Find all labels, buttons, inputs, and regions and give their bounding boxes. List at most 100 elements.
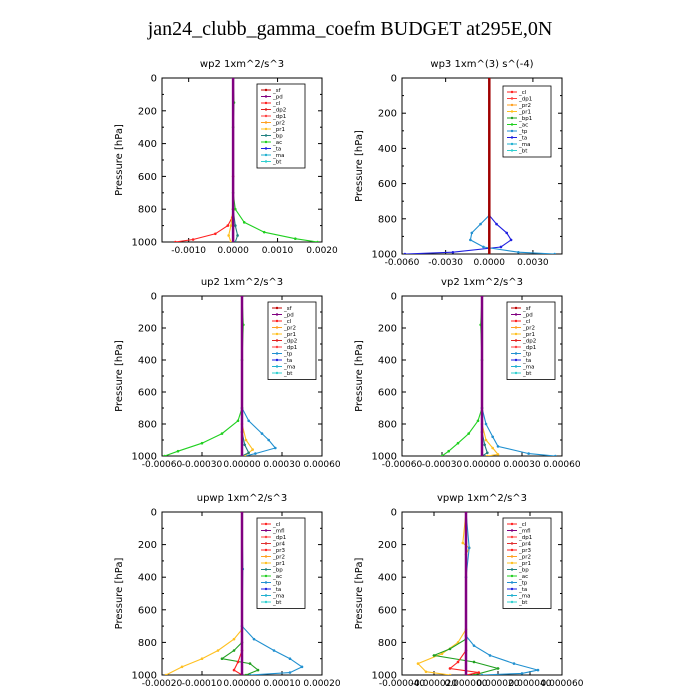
series-point-ac [262, 230, 266, 234]
series-point-pr1 [164, 673, 168, 675]
series-point-bp [248, 662, 252, 665]
legend-label: _pr1 [283, 332, 296, 338]
series-point-bp [448, 647, 452, 651]
legend-label: _bp [518, 568, 529, 574]
legend-marker [264, 108, 268, 111]
legend-marker [510, 103, 514, 107]
y-tick-label: 600 [378, 388, 397, 399]
series-point-ta [499, 245, 503, 249]
legend-marker [510, 535, 514, 539]
series-point-dp2 [243, 443, 246, 447]
series-point-ta [403, 252, 407, 254]
x-tick-label: 0.000000 [445, 679, 488, 689]
series-point-bp [472, 660, 476, 664]
series-point-tp [288, 671, 292, 674]
legend-marker [264, 548, 268, 552]
series-point-tp [554, 454, 557, 456]
legend-marker [275, 365, 279, 368]
x-tick-label: 0.0020 [306, 246, 338, 256]
chart-panel-6: vpwp 1xm^2/s^3 Pressure [hPa] 0 200 400 600 80… [354, 493, 584, 689]
series-point-mfl [240, 673, 244, 675]
legend-marker [264, 561, 268, 565]
series-group [416, 512, 540, 675]
legend-label: _mfl [272, 529, 285, 535]
series-point-tp [482, 245, 485, 249]
x-tick-label: -0.00030 [422, 460, 463, 470]
chart-title: up2 1xm^2/s^3 [201, 277, 283, 288]
legend-marker [275, 319, 279, 323]
legend-box [502, 85, 552, 158]
y-axis-label: Pressure [hPa] [114, 558, 125, 630]
series-point-pr1 [232, 637, 236, 641]
series-point-mfl [240, 512, 244, 514]
legend-marker [510, 129, 514, 133]
series-line-tp [469, 78, 555, 254]
series-point-tp [484, 422, 488, 426]
series-point-dp1 [476, 419, 480, 423]
legend-label: _pr1 [272, 127, 285, 133]
y-tick-label: 200 [138, 540, 157, 551]
legend-marker [510, 90, 514, 94]
series-point-cl [487, 78, 491, 80]
legend-marker [264, 88, 268, 92]
series-point-tp [467, 546, 471, 550]
legend-label: _pr2 [272, 555, 285, 561]
legend-label: _ac [518, 123, 528, 129]
legend-marker [510, 574, 514, 578]
series-point-tp [536, 668, 540, 672]
legend-marker [275, 352, 279, 355]
series-point-dp1 [220, 432, 224, 435]
legend-marker [275, 306, 279, 310]
legend-label: _sf [522, 306, 532, 312]
legend-marker [514, 358, 518, 362]
legend-marker [514, 332, 518, 336]
legend-marker [264, 140, 268, 144]
legend-marker [510, 568, 514, 571]
legend-label: _bt [272, 160, 282, 166]
y-tick-label: 1000 [372, 671, 397, 682]
series-point-dp1 [163, 454, 166, 456]
series-point-dp1 [214, 232, 217, 236]
y-axis-label: Pressure [hPa] [114, 124, 125, 196]
x-tick-label: 0.00060 [303, 460, 340, 470]
legend-marker [514, 371, 518, 375]
legend-label: _cl [283, 319, 292, 325]
series-point-ac [242, 221, 246, 224]
legend-marker [264, 127, 268, 131]
legend-marker [510, 97, 514, 100]
y-tick-label: 800 [138, 420, 157, 431]
chart-title: vp2 1xm^2/s^3 [441, 277, 523, 288]
y-tick-label: 0 [391, 292, 397, 303]
y-axis-label: Pressure [hPa] [354, 558, 365, 630]
legend-marker [510, 142, 514, 146]
legend-label: _cl [272, 101, 281, 107]
chart-panel-5: upwp 1xm^2/s^3 Pressure [hPa] 0 200 400 600 80… [114, 493, 341, 689]
x-tick-label: 0.000060 [541, 679, 584, 689]
series-point-dp1 [236, 419, 240, 423]
series-point-ta [509, 238, 513, 242]
legend-marker [275, 332, 279, 336]
x-tick-label: -0.00010 [182, 679, 223, 689]
series-point-tp [480, 673, 484, 675]
legend-marker [510, 123, 514, 126]
y-tick-label: 600 [378, 605, 397, 616]
x-tick-label: 0.00000 [223, 679, 260, 689]
legend-label: _mfl [518, 529, 531, 535]
legend-marker [264, 134, 268, 137]
legend-marker [514, 306, 518, 310]
x-tick-label: 0.00000 [463, 460, 500, 470]
series-line-pr1 [165, 512, 243, 675]
legend-label: _pr1 [272, 561, 285, 567]
legend-marker [264, 535, 268, 539]
legend-marker [264, 114, 268, 118]
series-point-tp [491, 435, 494, 439]
y-tick-label: 800 [138, 205, 157, 216]
x-tick-label: 0.000040 [509, 679, 552, 689]
series-point-ac [234, 207, 237, 211]
legend-marker [510, 522, 514, 526]
series-point-dp1 [236, 660, 240, 664]
series-point-dp1 [232, 668, 236, 672]
y-tick-label: 200 [378, 324, 397, 335]
legend-marker [510, 555, 514, 558]
series-point-pd [231, 240, 235, 242]
